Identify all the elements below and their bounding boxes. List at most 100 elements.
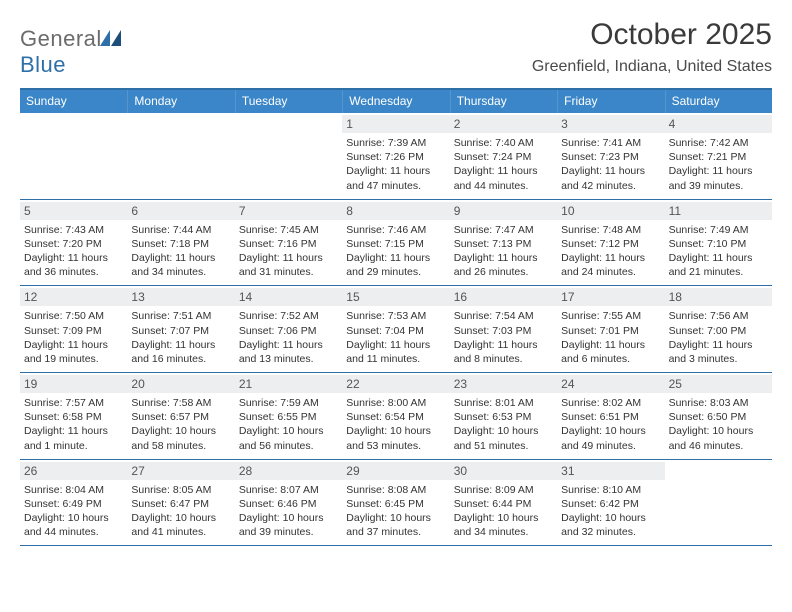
day-number: 29 (342, 462, 449, 480)
day-details: Sunrise: 7:56 AMSunset: 7:00 PMDaylight:… (669, 309, 768, 366)
location: Greenfield, Indiana, United States (532, 58, 772, 76)
weekday-header: Friday (557, 90, 664, 113)
calendar-day: 8 Sunrise: 7:46 AMSunset: 7:15 PMDaylight… (342, 200, 449, 286)
day-details: Sunrise: 7:54 AMSunset: 7:03 PMDaylight:… (454, 309, 553, 366)
day-number: 13 (127, 288, 234, 306)
calendar-day: 24Sunrise: 8:02 AMSunset: 6:51 PMDayligh… (557, 373, 664, 459)
weekday-header: Sunday (20, 90, 127, 113)
day-number: 8 (342, 202, 449, 220)
calendar-day: 5Sunrise: 7:43 AMSunset: 7:20 PMDaylight… (20, 200, 127, 286)
day-number: 11 (665, 202, 772, 220)
day-details: Sunrise: 7:53 AMSunset: 7:04 PMDaylight:… (346, 309, 445, 366)
day-details: Sunrise: 7:48 AMSunset: 7:12 PMDaylight:… (561, 223, 660, 280)
calendar-day: 10Sunrise: 7:48 AMSunset: 7:12 PMDayligh… (557, 200, 664, 286)
weekday-header-row: Sunday Monday Tuesday Wednesday Thursday… (20, 90, 772, 113)
calendar-day (20, 113, 127, 199)
calendar-week: 19Sunrise: 7:57 AMSunset: 6:58 PMDayligh… (20, 373, 772, 460)
day-details: Sunrise: 7:46 AMSunset: 7:15 PMDaylight:… (346, 223, 445, 280)
day-number: 6 (127, 202, 234, 220)
day-details: Sunrise: 8:07 AMSunset: 6:46 PMDaylight:… (239, 483, 338, 540)
calendar-day: 6 Sunrise: 7:44 AMSunset: 7:18 PMDaylight… (127, 200, 234, 286)
day-details: Sunrise: 7:44 AMSunset: 7:18 PMDaylight:… (131, 223, 230, 280)
day-details: Sunrise: 8:00 AMSunset: 6:54 PMDaylight:… (346, 396, 445, 453)
calendar-day: 25Sunrise: 8:03 AMSunset: 6:50 PMDayligh… (665, 373, 772, 459)
day-number: 14 (235, 288, 342, 306)
calendar-day: 4 Sunrise: 7:42 AMSunset: 7:21 PMDaylight… (665, 113, 772, 199)
day-details: Sunrise: 8:05 AMSunset: 6:47 PMDaylight:… (131, 483, 230, 540)
calendar-body: 1Sunrise: 7:39 AMSunset: 7:26 PMDaylight… (20, 113, 772, 546)
weekday-header: Wednesday (342, 90, 449, 113)
calendar-day: 11 Sunrise: 7:49 AMSunset: 7:10 PMDayligh… (665, 200, 772, 286)
calendar-day: 28 Sunrise: 8:07 AMSunset: 6:46 PMDayligh… (235, 460, 342, 546)
calendar-week: 26 Sunrise: 8:04 AMSunset: 6:49 PMDayligh… (20, 460, 772, 547)
calendar-day (665, 460, 772, 546)
calendar-day (127, 113, 234, 199)
day-number: 2 (450, 115, 557, 133)
day-number: 4 (665, 115, 772, 133)
day-number: 1 (342, 115, 449, 133)
calendar-day: 30Sunrise: 8:09 AMSunset: 6:44 PMDayligh… (450, 460, 557, 546)
day-number-empty (235, 115, 342, 133)
calendar-day: 13Sunrise: 7:51 AMSunset: 7:07 PMDayligh… (127, 286, 234, 372)
calendar-day: 20 Sunrise: 7:58 AMSunset: 6:57 PMDayligh… (127, 373, 234, 459)
day-number: 20 (127, 375, 234, 393)
day-details: Sunrise: 8:04 AMSunset: 6:49 PMDaylight:… (24, 483, 123, 540)
day-number: 3 (557, 115, 664, 133)
logo-word-2: Blue (20, 52, 66, 77)
day-number: 28 (235, 462, 342, 480)
calendar-week: 5Sunrise: 7:43 AMSunset: 7:20 PMDaylight… (20, 200, 772, 287)
day-number: 27 (127, 462, 234, 480)
day-details: Sunrise: 7:58 AMSunset: 6:57 PMDaylight:… (131, 396, 230, 453)
day-details: Sunrise: 7:49 AMSunset: 7:10 PMDaylight:… (669, 223, 768, 280)
weekday-header: Thursday (450, 90, 557, 113)
day-number: 19 (20, 375, 127, 393)
calendar-day: 29 Sunrise: 8:08 AMSunset: 6:45 PMDayligh… (342, 460, 449, 546)
calendar-day: 22 Sunrise: 8:00 AMSunset: 6:54 PMDayligh… (342, 373, 449, 459)
calendar-day: 3 Sunrise: 7:41 AMSunset: 7:23 PMDaylight… (557, 113, 664, 199)
flag-icon (100, 30, 122, 46)
calendar-day: 23 Sunrise: 8:01 AMSunset: 6:53 PMDayligh… (450, 373, 557, 459)
day-details: Sunrise: 7:45 AMSunset: 7:16 PMDaylight:… (239, 223, 338, 280)
calendar-day: 7Sunrise: 7:45 AMSunset: 7:16 PMDaylight… (235, 200, 342, 286)
day-details: Sunrise: 7:55 AMSunset: 7:01 PMDaylight:… (561, 309, 660, 366)
day-details: Sunrise: 7:50 AMSunset: 7:09 PMDaylight:… (24, 309, 123, 366)
logo-text: General Blue (20, 26, 122, 78)
calendar-day (235, 113, 342, 199)
weekday-header: Saturday (665, 90, 772, 113)
day-number-empty (127, 115, 234, 133)
day-details: Sunrise: 7:42 AMSunset: 7:21 PMDaylight:… (669, 136, 768, 193)
day-number-empty (665, 462, 772, 480)
day-details: Sunrise: 8:08 AMSunset: 6:45 PMDaylight:… (346, 483, 445, 540)
day-details: Sunrise: 7:59 AMSunset: 6:55 PMDaylight:… (239, 396, 338, 453)
calendar-day: 15Sunrise: 7:53 AMSunset: 7:04 PMDayligh… (342, 286, 449, 372)
day-details: Sunrise: 8:01 AMSunset: 6:53 PMDaylight:… (454, 396, 553, 453)
calendar: Sunday Monday Tuesday Wednesday Thursday… (20, 88, 772, 546)
title-block: October 2025 Greenfield, Indiana, United… (532, 18, 772, 76)
day-details: Sunrise: 8:02 AMSunset: 6:51 PMDaylight:… (561, 396, 660, 453)
calendar-week: 1Sunrise: 7:39 AMSunset: 7:26 PMDaylight… (20, 113, 772, 200)
day-number: 31 (557, 462, 664, 480)
day-number: 21 (235, 375, 342, 393)
calendar-day: 21 Sunrise: 7:59 AMSunset: 6:55 PMDayligh… (235, 373, 342, 459)
day-details: Sunrise: 7:47 AMSunset: 7:13 PMDaylight:… (454, 223, 553, 280)
page-title: October 2025 (532, 18, 772, 52)
logo: General Blue (20, 18, 122, 78)
day-number: 12 (20, 288, 127, 306)
calendar-day: 2Sunrise: 7:40 AMSunset: 7:24 PMDaylight… (450, 113, 557, 199)
day-number: 9 (450, 202, 557, 220)
calendar-day: 9 Sunrise: 7:47 AMSunset: 7:13 PMDaylight… (450, 200, 557, 286)
calendar-day: 18Sunrise: 7:56 AMSunset: 7:00 PMDayligh… (665, 286, 772, 372)
calendar-day: 16Sunrise: 7:54 AMSunset: 7:03 PMDayligh… (450, 286, 557, 372)
day-number: 17 (557, 288, 664, 306)
calendar-day: 27 Sunrise: 8:05 AMSunset: 6:47 PMDayligh… (127, 460, 234, 546)
day-number: 26 (20, 462, 127, 480)
day-details: Sunrise: 7:41 AMSunset: 7:23 PMDaylight:… (561, 136, 660, 193)
day-number: 30 (450, 462, 557, 480)
logo-word-1: General (20, 26, 102, 51)
day-number: 23 (450, 375, 557, 393)
day-details: Sunrise: 8:10 AMSunset: 6:42 PMDaylight:… (561, 483, 660, 540)
calendar-day: 31 Sunrise: 8:10 AMSunset: 6:42 PMDayligh… (557, 460, 664, 546)
page: General Blue October 2025 Greenfield, In… (0, 0, 792, 612)
header: General Blue October 2025 Greenfield, In… (20, 18, 772, 78)
day-number: 22 (342, 375, 449, 393)
